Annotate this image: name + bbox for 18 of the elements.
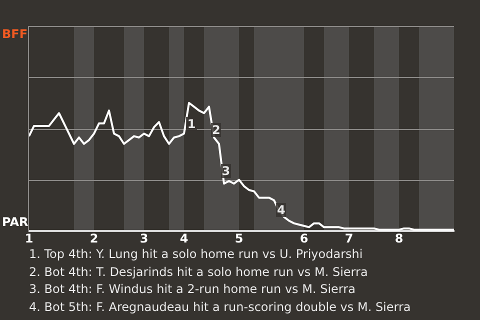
text: PAR	[2, 215, 28, 229]
x-tick-label: 6	[300, 231, 308, 246]
x-tick-label: 5	[234, 231, 244, 246]
annotation: 1	[186, 117, 197, 132]
text: BFF	[2, 27, 28, 41]
x-tick-label: 1	[24, 231, 34, 246]
annotation: 2	[211, 122, 222, 137]
text: 3. Bot 4th: F. Windus hit a 2-run home run vs M. Sierra	[29, 281, 356, 298]
text: 2. Bot 4th: T. Desjarinds hit a solo home run vs M. Sierra	[29, 264, 369, 280]
x-tick-label: 8	[394, 231, 404, 246]
annotation: 3	[220, 164, 232, 178]
text: 1. Top 4th: Y. Lung hit a solo home run vs U. Priyodarshi	[29, 246, 364, 263]
x-tick-label: 4	[180, 231, 188, 246]
x-tick-label: 7	[344, 231, 354, 246]
x-tick-label: 2	[90, 231, 98, 246]
text: 4. Bot 5th: F. Aregnaudeau hit a run-scoring double vs M. Sierra	[29, 298, 412, 316]
x-tick-label: 3	[140, 231, 148, 246]
annotation: 4	[276, 202, 286, 216]
